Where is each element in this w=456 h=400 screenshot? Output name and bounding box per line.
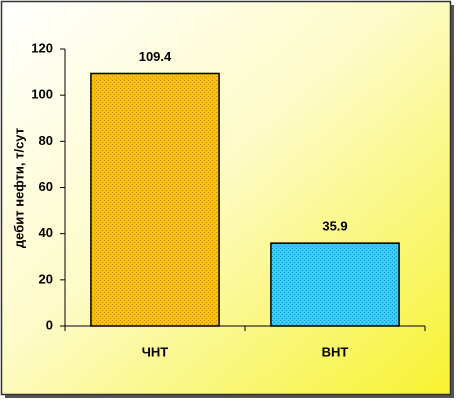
y-tick-label: 80 [39, 133, 53, 148]
x-tick-label: ЧНТ [142, 344, 169, 359]
y-tick-label: 40 [39, 225, 53, 240]
y-tick-label: 100 [31, 87, 53, 102]
y-tick-label: 20 [39, 271, 53, 286]
y-tick-label: 60 [39, 179, 53, 194]
data-label: 109.4 [139, 49, 172, 64]
x-tick-label: ВНТ [322, 344, 349, 359]
y-tick-label: 0 [46, 317, 53, 332]
y-tick-label: 120 [31, 40, 53, 55]
bar [270, 242, 400, 327]
data-label: 35.9 [322, 219, 347, 234]
y-axis-title: дебит нефти, т/сут [11, 128, 26, 248]
bar [90, 72, 220, 327]
